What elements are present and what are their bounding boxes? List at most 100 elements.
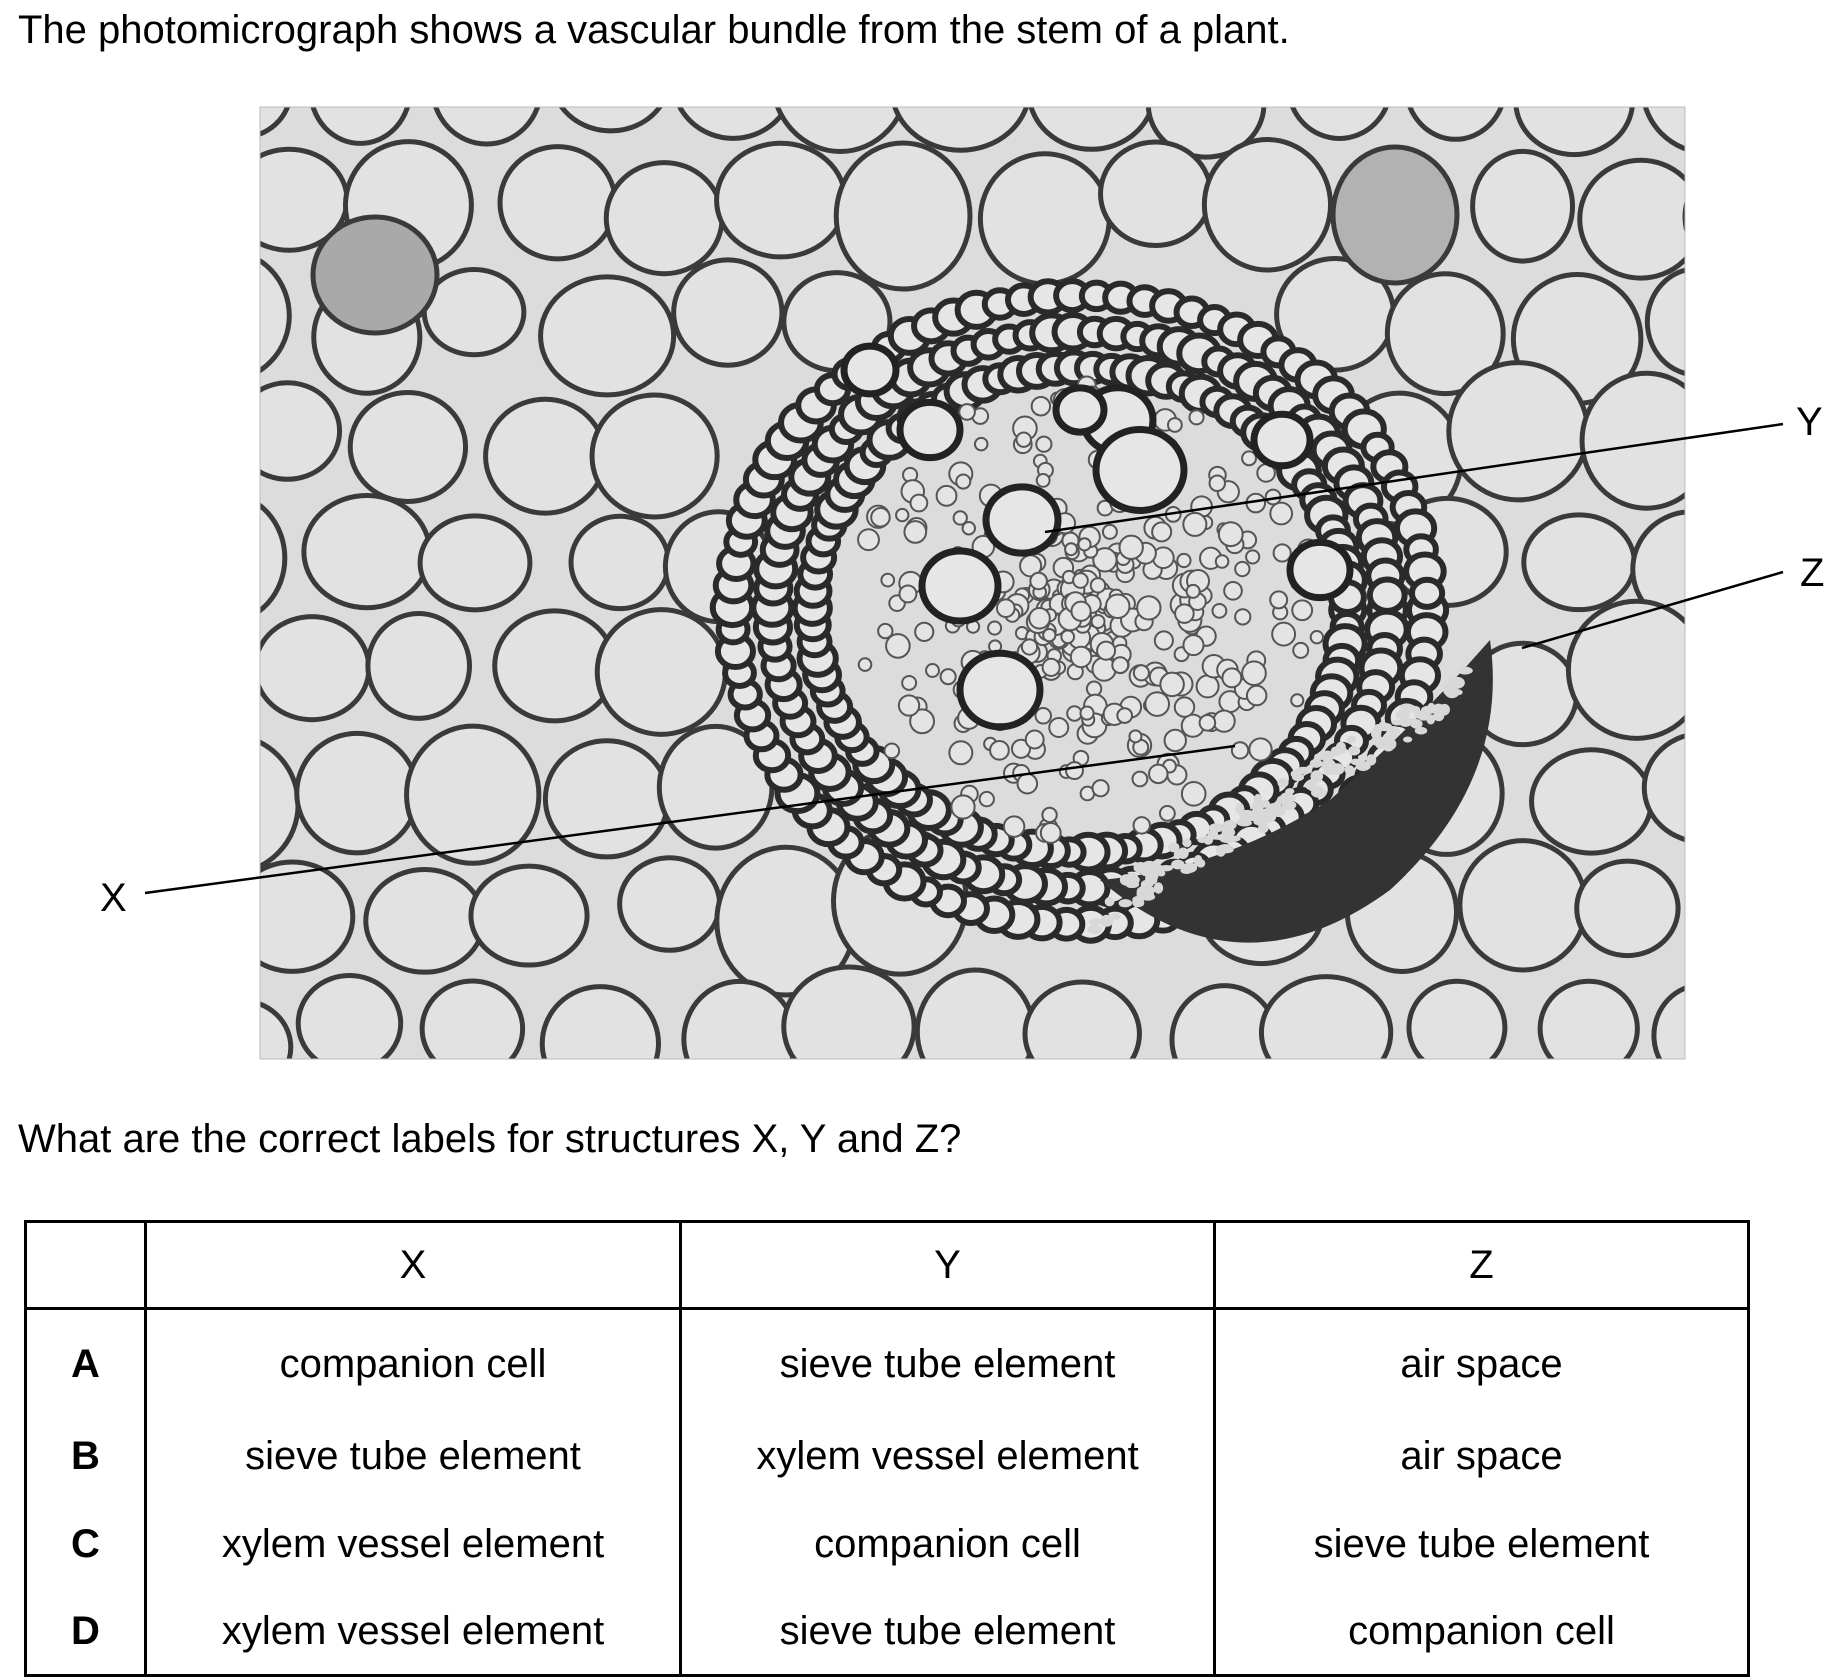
dense-pore [1330, 763, 1345, 775]
phloem-cell [1309, 629, 1325, 645]
header-y: Y [679, 1220, 1216, 1310]
cell-y: xylem vessel element [679, 1412, 1216, 1500]
dense-pore [1274, 809, 1286, 817]
parenchyma-cell [365, 611, 473, 721]
dense-pore [1395, 709, 1409, 720]
cell-y: companion cell [679, 1500, 1216, 1588]
phloem-cell [1211, 602, 1228, 619]
phloem-cell [1131, 770, 1149, 788]
phloem-cell [1118, 534, 1144, 561]
dense-pore [1159, 864, 1173, 872]
phloem-cell [1096, 640, 1117, 661]
phloem-cell [1060, 629, 1076, 645]
dense-pore [1335, 746, 1347, 754]
cell-y: sieve tube element [679, 1588, 1216, 1677]
parenchyma-cell [1446, 360, 1591, 503]
parenchyma-cell [914, 967, 1037, 1059]
dense-pore [1110, 912, 1121, 920]
cell-x: companion cell [144, 1308, 682, 1412]
parenchyma-cell [714, 140, 848, 260]
parenchyma-cell [260, 380, 343, 482]
parenchyma-cell [1384, 271, 1506, 397]
phloem-cell [1185, 583, 1201, 599]
phloem-cell [1066, 705, 1083, 722]
dense-pore [1145, 887, 1155, 899]
phloem-cell [1182, 511, 1208, 537]
phloem-cell [1248, 737, 1273, 762]
dense-pore [1295, 766, 1312, 775]
phloem-cell [1159, 671, 1185, 698]
dense-pore [1218, 844, 1232, 851]
phloem-cell [877, 622, 894, 640]
parenchyma-cell [433, 107, 541, 147]
dense-pore [1118, 899, 1133, 908]
phloem-cell [950, 794, 976, 820]
question-text: What are the correct labels for structur… [18, 1117, 962, 1161]
phloem-cell [1182, 634, 1205, 657]
dense-pore [1143, 860, 1156, 868]
phloem-cell [1234, 560, 1251, 578]
phloem-cell [1158, 804, 1176, 822]
parenchyma-cell [294, 730, 420, 856]
parenchyma-cell [589, 392, 720, 520]
dense-pore [1089, 918, 1102, 926]
phloem-cell [1035, 435, 1053, 453]
parenchyma-cell [260, 1001, 294, 1059]
phloem-cell [935, 484, 958, 507]
phloem-cell [1016, 772, 1039, 795]
dense-pore [1133, 898, 1145, 908]
phloem-cell [1163, 728, 1187, 753]
phloem-cell [1064, 542, 1079, 557]
dense-pore [1182, 862, 1198, 873]
dense-pore [1309, 758, 1323, 768]
parenchyma-cell [594, 607, 728, 737]
dense-pore [1410, 719, 1423, 729]
parenchyma-cell [1630, 509, 1685, 629]
cell-y: sieve tube element [679, 1308, 1216, 1412]
phloem-cell [897, 694, 921, 717]
label-line-x [144, 744, 1236, 895]
phloem-cell [1136, 595, 1162, 621]
option-label: C [24, 1500, 147, 1588]
phloem-cell [948, 740, 974, 766]
dense-pore [1350, 758, 1361, 766]
phloem-cell [1041, 806, 1058, 824]
dense-pore [1391, 719, 1404, 726]
phloem-cell [1271, 621, 1297, 647]
dense-pore [1208, 823, 1225, 833]
phloem-cell [1208, 474, 1226, 493]
parenchyma-cell [1457, 838, 1589, 973]
phloem-cell [1132, 664, 1150, 682]
phloem-cell [1212, 709, 1236, 733]
parenchyma-cell [497, 144, 618, 262]
parenchyma-cell [295, 973, 404, 1059]
parenchyma-cell [542, 738, 671, 860]
dense-pore [1387, 726, 1400, 735]
parenchyma-cell [558, 107, 663, 134]
phloem-cell [1234, 608, 1252, 626]
dense-pore [1127, 880, 1140, 888]
phloem-cell [1241, 450, 1257, 467]
dense-pore [1236, 819, 1252, 827]
parenchyma-cell [1577, 157, 1685, 281]
parenchyma-cell [483, 396, 608, 516]
phloem-cell [1230, 741, 1250, 760]
parenchyma-cell [260, 257, 292, 374]
label-x: X [100, 876, 127, 920]
label-line-z [1521, 570, 1784, 650]
parenchyma-cell [568, 513, 672, 612]
phloem-cell [1065, 761, 1084, 781]
vessel-cell [982, 483, 1062, 557]
phloem-cell [914, 621, 935, 642]
parenchyma-cell [676, 107, 790, 141]
parenchyma-cell [539, 984, 661, 1059]
phloem-cell [958, 403, 976, 421]
option-label: A [24, 1308, 147, 1412]
dense-tissue [1100, 640, 1493, 943]
dense-pore [1310, 770, 1324, 783]
parenchyma-cell [1407, 107, 1504, 142]
parenchyma-cell [1641, 733, 1685, 843]
phloem-cell [883, 742, 901, 760]
parenchyma-cell [1521, 512, 1637, 613]
phloem-cell [1174, 603, 1195, 624]
